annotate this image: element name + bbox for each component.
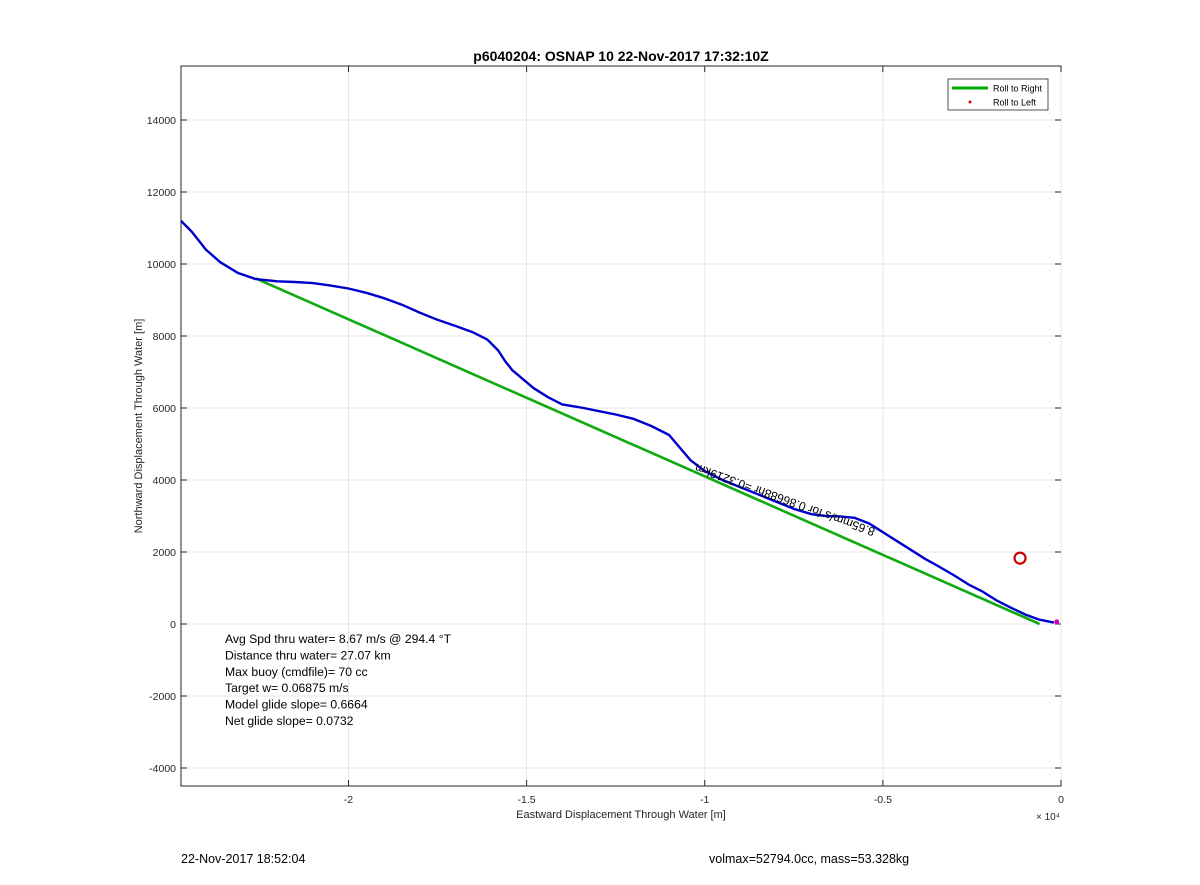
legend-box [947, 78, 1049, 111]
y-tick-label: 14000 [147, 115, 176, 127]
legend-swatch-dot [968, 100, 972, 104]
legend-label: Roll to Left [993, 98, 1037, 108]
y-tick-label: 10000 [147, 259, 176, 271]
x-tick-label: -2 [344, 794, 353, 806]
plot-frame [180, 65, 1062, 787]
x-exponent-label: × 10⁴ [1036, 812, 1060, 823]
legend: Roll to Right Roll to Left [947, 78, 1049, 111]
info-line: Net glide slope= 0.0732 [225, 714, 354, 728]
y-tick-label: 8000 [153, 331, 177, 343]
end-dot-marker [1054, 619, 1060, 625]
footer-timestamp: 22-Nov-2017 18:52:04 [181, 852, 306, 866]
x-tick-label: -1.5 [518, 794, 536, 806]
x-tick-label: 0 [1058, 794, 1064, 806]
y-tick-label: -2000 [149, 691, 176, 703]
series-line-roll-to-right [255, 277, 1041, 626]
info-line: Avg Spd thru water= 8.67 m/s @ 294.4 °T [225, 632, 452, 646]
x-tick-label: -0.5 [874, 794, 892, 806]
series-line-track [180, 219, 1055, 624]
target-circle-marker [1013, 551, 1027, 565]
y-axis: -4000 -2000 0 2000 4000 6000 8000 10000 12000 140… [147, 115, 1061, 775]
y-tick-label: -4000 [149, 763, 176, 775]
y-tick-label: 2000 [153, 547, 177, 559]
info-line: Distance thru water= 27.07 km [225, 648, 391, 662]
y-tick-label: 12000 [147, 187, 176, 199]
info-line: Max buoy (cmdfile)= 70 cc [225, 665, 368, 679]
grid [181, 66, 1062, 786]
legend-label: Roll to Right [993, 84, 1043, 94]
info-line: Target w= 0.06875 m/s [225, 681, 349, 695]
y-axis-label: Northward Displacement Through Water [m] [133, 319, 145, 534]
y-tick-label: 6000 [153, 403, 177, 415]
info-text-block: Avg Spd thru water= 8.67 m/s @ 294.4 °T D… [225, 632, 452, 728]
x-axis-label: Eastward Displacement Through Water [m] [516, 809, 726, 821]
y-tick-label: 0 [170, 619, 176, 631]
info-line: Model glide slope= 0.6664 [225, 698, 368, 712]
footer-mass-info: volmax=52794.0cc, mass=53.328kg [709, 852, 910, 866]
y-tick-label: 4000 [153, 475, 177, 487]
x-axis: -2 -1.5 -1 -0.5 0 [344, 66, 1064, 806]
chart-title: p6040204: OSNAP 10 22-Nov-2017 17:32:10Z [473, 48, 769, 64]
x-tick-label: -1 [700, 794, 709, 806]
